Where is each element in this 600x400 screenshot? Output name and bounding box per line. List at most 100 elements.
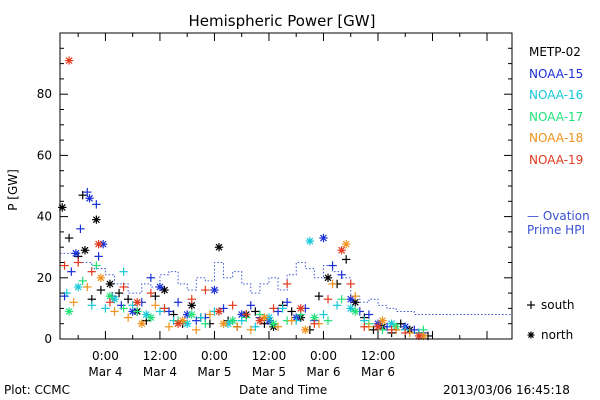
marker-legend-north: north: [527, 328, 573, 342]
y-tick-label: 20: [37, 271, 52, 285]
data-point: [251, 307, 260, 316]
data-point: [110, 295, 119, 304]
data-point: [160, 285, 169, 295]
data-point: [319, 233, 328, 243]
data-point: [332, 301, 342, 310]
data-point: [378, 325, 387, 335]
data-point: [305, 236, 315, 246]
data-point: [187, 295, 196, 304]
data-point: [78, 190, 87, 200]
x-tick-time-label: 12:00: [361, 349, 396, 363]
data-point: [87, 301, 96, 310]
data-point: [83, 187, 92, 197]
data-point: [73, 282, 83, 292]
x-tick-date-label: Mar 4: [88, 365, 122, 379]
data-point: [314, 291, 324, 301]
data-point: [337, 270, 346, 279]
y-tick-label: 0: [44, 332, 52, 346]
legend-item-noaa-19: NOAA-19: [529, 152, 584, 167]
data-point: [396, 319, 405, 328]
data-point: [269, 319, 278, 328]
data-point: [110, 307, 119, 316]
series-noaa-19: [60, 56, 424, 341]
ovation-legend: — Ovation Prime HPI: [527, 209, 590, 237]
data-point: [301, 325, 310, 335]
data-point: [310, 319, 319, 328]
data-point: [201, 319, 210, 328]
data-point: [101, 304, 110, 313]
data-point: [351, 291, 360, 301]
data-point: [278, 304, 287, 313]
data-point: [173, 298, 183, 307]
data-point: [178, 316, 187, 325]
data-point: [369, 325, 378, 335]
x-tick-time-label: 0:00: [310, 349, 337, 363]
data-point: [133, 298, 142, 307]
data-point: [151, 291, 160, 301]
x-axis-label: Date and Time: [239, 383, 328, 397]
x-tick-date-label: Mar 5: [252, 365, 286, 379]
legend-item-noaa-16: NOAA-16: [529, 88, 584, 102]
y-tick-label: 80: [37, 87, 52, 101]
data-point: [119, 267, 128, 276]
data-point: [76, 224, 85, 234]
data-point: [92, 200, 101, 209]
legend-item-metp-02: METP-02: [529, 45, 581, 59]
data-point: [192, 316, 201, 325]
data-point: [67, 267, 76, 276]
data-point: [92, 261, 101, 270]
data-point: [87, 267, 96, 276]
x-tick-time-label: 12:00: [143, 349, 178, 363]
data-point: [133, 307, 142, 316]
data-point: [164, 322, 174, 331]
data-point: [123, 295, 133, 304]
data-point: [105, 298, 115, 307]
data-point: [323, 295, 333, 304]
ovation-legend-line2: Prime HPI: [527, 223, 585, 237]
plot-frame: [59, 32, 513, 340]
data-point: [96, 273, 106, 282]
marker-legend-label: south: [541, 298, 575, 312]
data-point: [173, 319, 183, 328]
data-point: [364, 310, 374, 319]
data-point: [182, 319, 192, 328]
ovation-step-line: [60, 252, 512, 316]
legend-item-noaa-18: NOAA-18: [529, 131, 584, 145]
data-point: [219, 304, 228, 313]
data-point: [196, 313, 206, 322]
data-point: [187, 310, 196, 319]
data-point: [373, 322, 383, 331]
data-point: [337, 246, 346, 255]
data-point: [228, 316, 237, 325]
x-tick-date-label: Mar 4: [143, 365, 177, 379]
data-point: [146, 273, 156, 282]
data-point: [96, 285, 106, 295]
data-point: [273, 307, 283, 316]
data-point: [232, 322, 242, 331]
y-tick-label: 60: [37, 148, 52, 162]
data-point: [78, 276, 87, 286]
x-tick-date-label: Mar 6: [306, 365, 340, 379]
data-point: [269, 304, 278, 313]
data-point: [242, 310, 251, 319]
data-point: [128, 301, 137, 310]
data-point: [282, 279, 292, 289]
data-point: [287, 316, 296, 325]
data-point: [323, 316, 333, 325]
x-tick-date-label: Mar 6: [361, 365, 395, 379]
data-point: [192, 325, 201, 335]
data-point: [142, 310, 151, 319]
data-point: [64, 307, 74, 316]
data-point: [155, 307, 165, 316]
data-point: [378, 316, 387, 325]
data-point: [346, 279, 355, 289]
data-point: [64, 56, 74, 65]
data-point: [341, 239, 351, 249]
data-point: [337, 295, 346, 304]
data-point: [341, 255, 351, 264]
data-point: [201, 285, 210, 295]
data-point: [83, 282, 92, 292]
data-point: [205, 310, 215, 319]
data-point: [323, 273, 333, 282]
data-point: [346, 304, 355, 313]
